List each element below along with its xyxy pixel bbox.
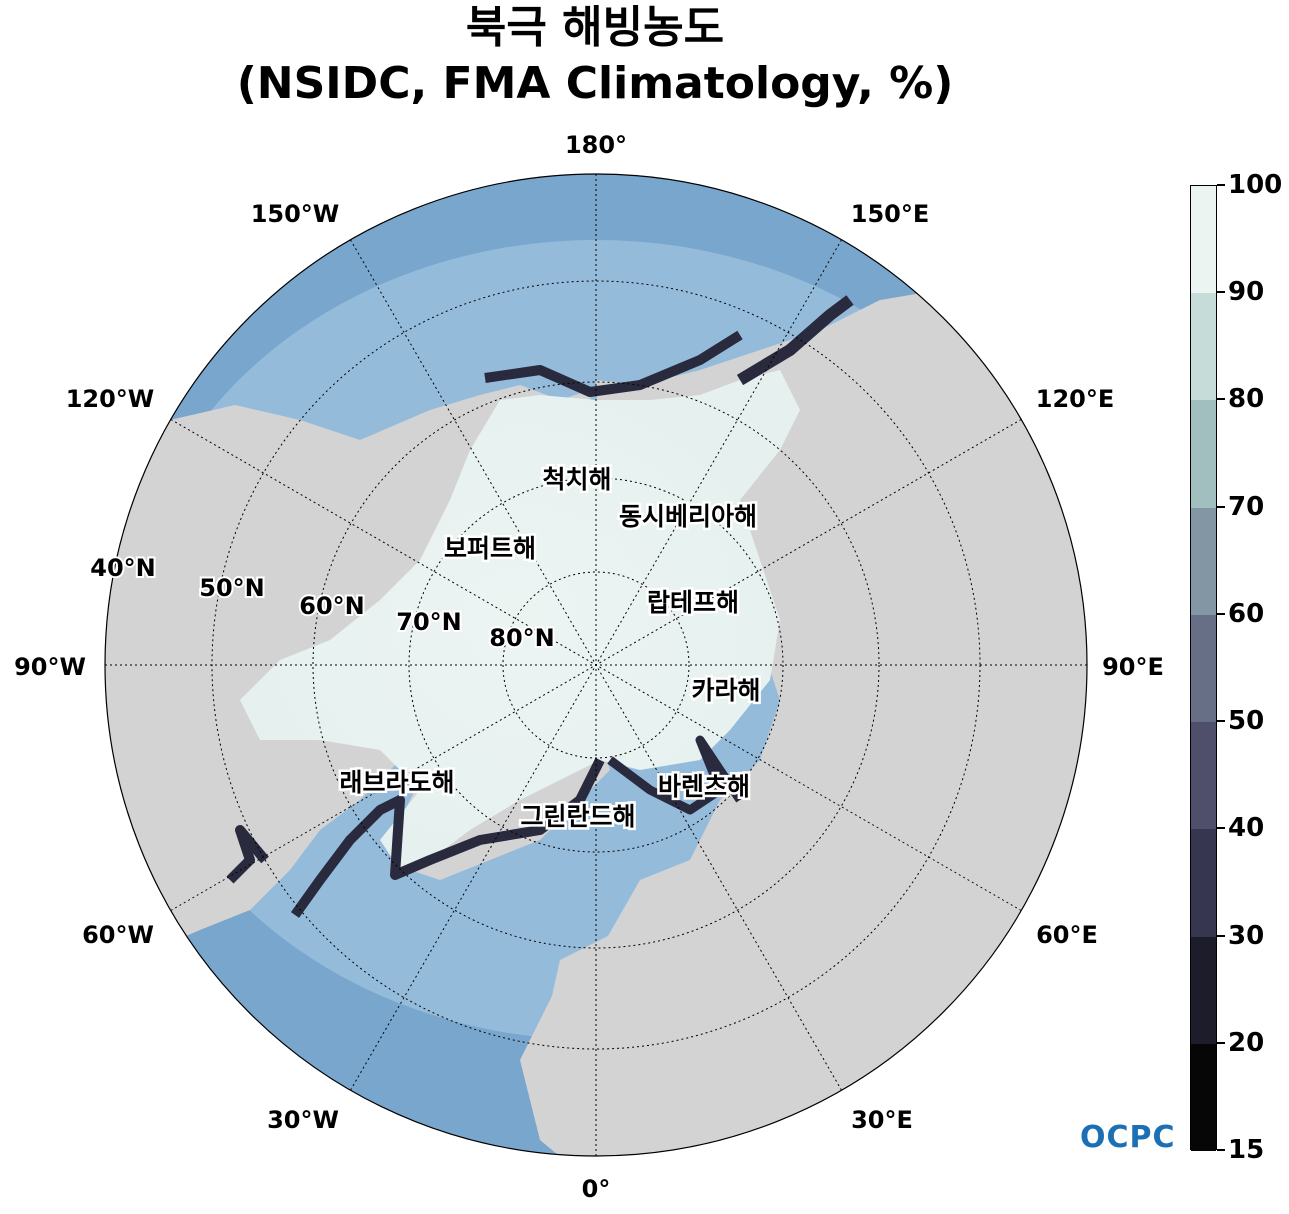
colorbar-segment: [1191, 614, 1216, 723]
ice-edge-barents: [607, 735, 744, 815]
colorbar-tick-label: 60: [1228, 598, 1265, 629]
colorbar-tick: [1217, 1041, 1225, 1044]
sea-label-greenland: 그린란드해: [520, 802, 635, 831]
sea-label-labrador: 래브라도해: [339, 768, 454, 797]
colorbar-tick: [1217, 1149, 1225, 1151]
map-title: 북극 해빙농도: [465, 2, 725, 53]
lon-label-30w: 30°W: [267, 1106, 339, 1134]
meridian-grid: [105, 174, 1087, 1156]
lon-label-120e: 120°E: [1036, 385, 1115, 413]
colorbar-segment: [1191, 936, 1216, 1045]
colorbar-tick-label: 90: [1228, 277, 1265, 308]
lon-label-60w: 60°W: [82, 921, 154, 949]
land-europe-south: [540, 930, 740, 1130]
ocpc-logo: OCPC: [1080, 1120, 1176, 1155]
colorbar-tick: [1217, 720, 1225, 723]
map-boundary: [104, 173, 1088, 1157]
lon-label-150e: 150°E: [851, 200, 930, 228]
lat-label-80: 80°N: [489, 624, 554, 652]
colorbar-tick-label: 40: [1228, 813, 1265, 844]
colorbar-tick: [1217, 505, 1225, 508]
meridian-60w-120e: [170, 419, 1022, 911]
lon-label-30e: 30°E: [851, 1106, 913, 1134]
colorbar-tick-label: 80: [1228, 384, 1265, 415]
colorbar-segment: [1191, 186, 1216, 294]
polar-map: 180° 150°W 150°E 120°W 120°E 90°W 90°E 6…: [14, 131, 1164, 1203]
lon-label-60e: 60°E: [1036, 921, 1098, 949]
colorbar-tick: [1217, 827, 1225, 830]
colorbar-tick: [1217, 291, 1225, 294]
colorbar-segment: [1191, 829, 1216, 938]
ice-edge-bering: [484, 330, 743, 397]
lat-label-70: 70°N: [396, 608, 461, 636]
sea-label-barents: 바렌츠해: [658, 772, 750, 801]
lon-label-180: 180°: [565, 131, 627, 159]
lon-label-150w: 150°W: [251, 200, 340, 228]
colorbar-segment: [1191, 400, 1216, 509]
sea-ice: [240, 370, 800, 870]
sea-label-kara: 카라해: [691, 676, 760, 705]
sea-label-east-siberian: 동시베리아해: [619, 502, 757, 531]
colorbar-tick: [1217, 184, 1225, 186]
colorbar-tick: [1217, 398, 1225, 401]
lon-label-120w: 120°W: [66, 385, 155, 413]
colorbar-tick-label: 100: [1228, 170, 1283, 200]
colorbar-tick-label: 30: [1228, 920, 1265, 951]
ice-edge-labrador: [290, 757, 605, 918]
lat-label-60: 60°N: [299, 592, 364, 620]
colorbar-segment: [1191, 1043, 1216, 1152]
lon-label-90e: 90°E: [1102, 653, 1164, 681]
colorbar-tick-label: 15: [1228, 1135, 1265, 1165]
colorbar: [1190, 185, 1217, 1152]
lon-label-0: 0°: [582, 1175, 611, 1203]
colorbar-tick: [1217, 612, 1225, 615]
lat-label-50: 50°N: [199, 574, 264, 602]
colorbar-segment: [1191, 293, 1216, 401]
lon-label-90w: 90°W: [14, 653, 86, 681]
ice-edge-okhotsk: [736, 295, 854, 386]
map-subtitle: (NSIDC, FMA Climatology, %): [236, 58, 954, 109]
sea-label-chukchi: 척치해: [542, 465, 611, 494]
lat-circle-70: [408, 477, 784, 853]
colorbar-segment: [1191, 722, 1216, 830]
colorbar-segment: [1191, 507, 1216, 616]
sea-label-laptev: 랍테프해: [647, 588, 739, 617]
lat-circle-80: [502, 571, 690, 759]
lat-circle-60: [312, 381, 880, 949]
lat-label-40: 40°N: [90, 554, 155, 582]
colorbar-tick-label: 20: [1228, 1027, 1265, 1058]
sea-label-beaufort: 보퍼트해: [444, 534, 536, 563]
colorbar-tick: [1217, 934, 1225, 937]
colorbar-tick-label: 70: [1228, 491, 1265, 522]
colorbar-tick-label: 50: [1228, 706, 1265, 737]
